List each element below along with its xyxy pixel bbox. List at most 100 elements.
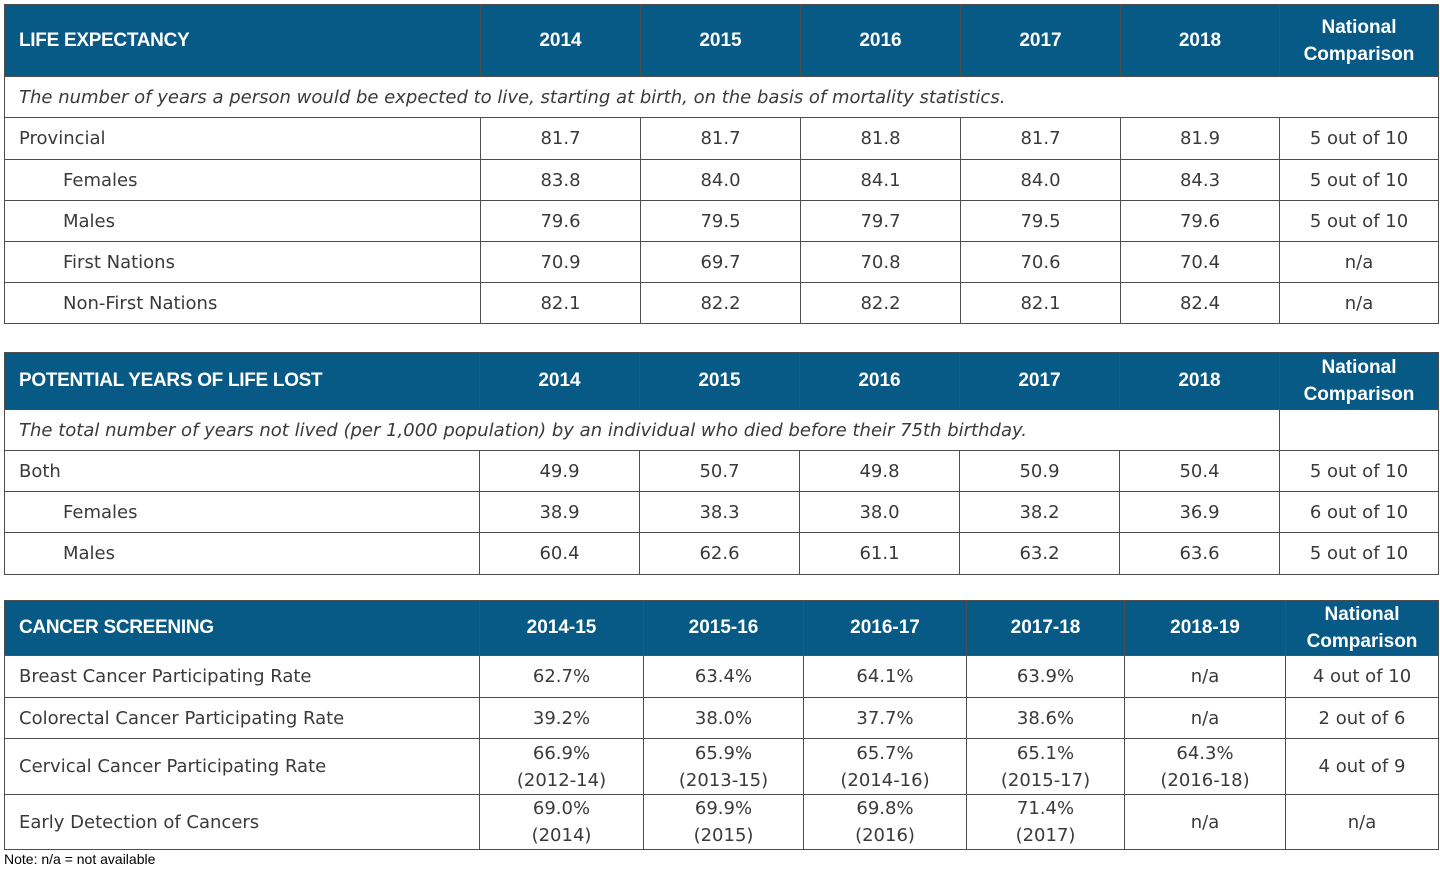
- table-row: Early Detection of Cancers 69.0% (2014) 6…: [4, 794, 1439, 850]
- table-cell: 38.9: [479, 491, 640, 533]
- national-comparison-header: National Comparison: [1279, 4, 1439, 77]
- table-row: Females 38.9 38.3 38.0 38.2 36.9 6 out o…: [4, 491, 1439, 533]
- row-label: Breast Cancer Participating Rate: [4, 655, 480, 698]
- table-row: Non-First Nations 82.1 82.2 82.2 82.1 82…: [4, 282, 1439, 324]
- header-line: National: [1321, 357, 1397, 378]
- table-cell: 6 out of 10: [1279, 491, 1439, 533]
- header-line: National: [1324, 604, 1400, 625]
- table-description: The number of years a person would be ex…: [4, 76, 1439, 118]
- cell-period: (2015-17): [1000, 769, 1091, 791]
- cell-period: (2017): [1015, 825, 1076, 846]
- table-cell: 39.2%: [479, 697, 644, 739]
- table-cell: 4 out of 9: [1285, 738, 1439, 795]
- column-header: 2014: [480, 4, 641, 77]
- cell-value: 65.7%: [856, 742, 914, 764]
- table-cell: 37.7%: [803, 697, 967, 739]
- table-cell: 79.5: [960, 200, 1121, 242]
- column-header: 2017: [960, 4, 1121, 77]
- table-cell: 70.9: [480, 241, 641, 283]
- table-cell: n/a: [1279, 241, 1439, 283]
- table-cell: 65.7% (2014-16): [803, 738, 967, 795]
- table-cell: 69.8% (2016): [803, 794, 967, 850]
- table-cell: 79.6: [480, 200, 641, 242]
- column-header: 2016-17: [803, 600, 967, 656]
- table-cell: 5 out of 10: [1279, 450, 1439, 492]
- column-header: 2016: [800, 4, 961, 77]
- column-header: 2016: [799, 352, 960, 410]
- life-expectancy-table: LIFE EXPECTANCY 2014 2015 2016 2017 2018…: [4, 4, 1439, 324]
- header-line: Comparison: [1303, 43, 1415, 65]
- cell-period: (2012-14): [516, 769, 607, 791]
- table-cell: 66.9% (2012-14): [479, 738, 644, 795]
- table-cell: 38.6%: [966, 697, 1125, 739]
- table-cell: 63.4%: [643, 655, 804, 698]
- row-label: Early Detection of Cancers: [4, 794, 480, 850]
- cell-period: (2014-16): [840, 769, 930, 791]
- cell-value: 69.0%: [532, 798, 591, 819]
- header-line: Comparison: [1303, 384, 1415, 405]
- table-cell: 64.3% (2016-18): [1124, 738, 1286, 795]
- table-cell: 5 out of 10: [1279, 117, 1439, 160]
- footnote: Note: n/a = not available: [4, 851, 156, 867]
- table-cell: 79.6: [1120, 200, 1280, 242]
- section-title: LIFE EXPECTANCY: [4, 4, 481, 77]
- column-header: 2015: [640, 4, 801, 77]
- row-label: Both: [4, 450, 480, 492]
- table-row: Colorectal Cancer Participating Rate 39.…: [4, 697, 1439, 739]
- table-cell: 79.7: [800, 200, 961, 242]
- header-line: National: [1321, 16, 1397, 38]
- table-cell: 62.6: [639, 532, 800, 575]
- cell-value: 69.9%: [694, 798, 753, 819]
- table-cell: 81.7: [480, 117, 641, 160]
- table-cell: 63.2: [959, 532, 1120, 575]
- cell-period: (2015): [693, 825, 754, 846]
- row-label: Colorectal Cancer Participating Rate: [4, 697, 480, 739]
- column-header: 2018: [1120, 4, 1280, 77]
- cell-value: 69.8%: [856, 798, 914, 819]
- table-cell: 70.6: [960, 241, 1121, 283]
- table-header-row: POTENTIAL YEARS OF LIFE LOST 2014 2015 2…: [4, 352, 1439, 410]
- table-row: Males 60.4 62.6 61.1 63.2 63.6 5 out of …: [4, 532, 1439, 575]
- table-cell: 38.0: [799, 491, 960, 533]
- table-cell: 83.8: [480, 159, 641, 201]
- cell-period: (2013-15): [678, 769, 769, 791]
- row-label: Males: [4, 532, 480, 575]
- row-label: Non-First Nations: [4, 282, 481, 324]
- table-cell: n/a: [1124, 794, 1286, 850]
- row-label: Females: [4, 491, 480, 533]
- row-label: Cervical Cancer Participating Rate: [4, 738, 480, 795]
- table-description: The total number of years not lived (per…: [4, 409, 1280, 451]
- column-header: 2017: [959, 352, 1120, 410]
- table-cell: 5 out of 10: [1279, 532, 1439, 575]
- table-cell: 63.9%: [966, 655, 1125, 698]
- row-label: First Nations: [4, 241, 481, 283]
- table-row: Males 79.6 79.5 79.7 79.5 79.6 5 out of …: [4, 200, 1439, 242]
- table-row: Provincial 81.7 81.7 81.8 81.7 81.9 5 ou…: [4, 117, 1439, 160]
- cell-value: 64.3%: [1176, 742, 1234, 764]
- table-cell: n/a: [1285, 794, 1439, 850]
- section-title: CANCER SCREENING: [4, 600, 480, 656]
- column-header: 2017-18: [966, 600, 1125, 656]
- table-cell: 60.4: [479, 532, 640, 575]
- table-cell: 50.4: [1119, 450, 1280, 492]
- table-cell: n/a: [1124, 697, 1286, 739]
- table-cell: 84.3: [1120, 159, 1280, 201]
- table-cell: 79.5: [640, 200, 801, 242]
- table-header-row: LIFE EXPECTANCY 2014 2015 2016 2017 2018…: [4, 4, 1439, 77]
- table-cell: 65.1% (2015-17): [966, 738, 1125, 795]
- table-cell: n/a: [1124, 655, 1286, 698]
- row-label: Provincial: [4, 117, 481, 160]
- table-row: First Nations 70.9 69.7 70.8 70.6 70.4 n…: [4, 241, 1439, 283]
- section-title: POTENTIAL YEARS OF LIFE LOST: [4, 352, 480, 410]
- table-cell: 82.2: [800, 282, 961, 324]
- national-comparison-header: National Comparison: [1285, 600, 1439, 656]
- table-cell: 65.9% (2013-15): [643, 738, 804, 795]
- table-header-row: CANCER SCREENING 2014-15 2015-16 2016-17…: [4, 600, 1439, 656]
- cancer-screening-table: CANCER SCREENING 2014-15 2015-16 2016-17…: [4, 600, 1439, 850]
- header-line: Comparison: [1306, 631, 1418, 652]
- table-row: Breast Cancer Participating Rate 62.7% 6…: [4, 655, 1439, 698]
- cell-period: (2016): [855, 825, 915, 846]
- table-cell: 70.4: [1120, 241, 1280, 283]
- table-cell: 70.8: [800, 241, 961, 283]
- table-cell: 69.7: [640, 241, 801, 283]
